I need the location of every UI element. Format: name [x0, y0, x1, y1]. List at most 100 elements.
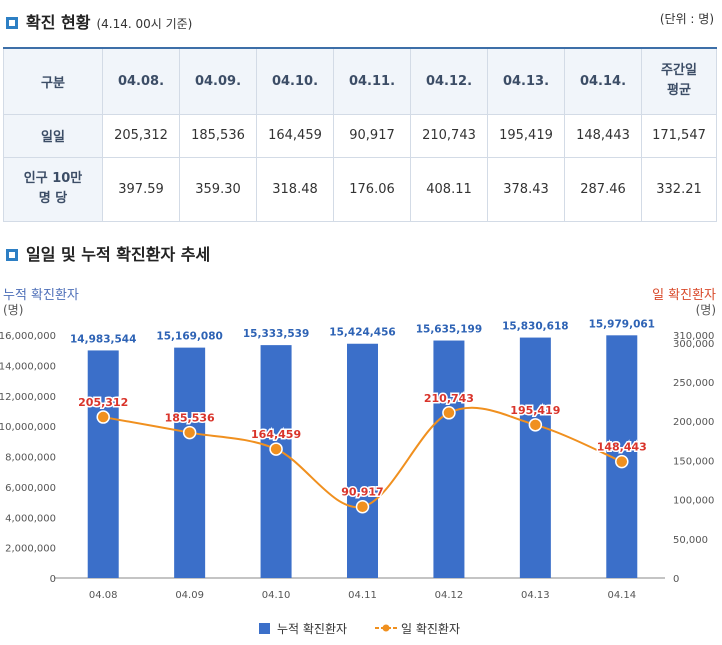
right-tick-label: 300,000 — [673, 339, 714, 350]
bar-cumulative — [260, 345, 292, 578]
left-tick-label: 8,000,000 — [5, 453, 56, 464]
bar-cumulative — [433, 340, 465, 578]
row-label: 일일 — [3, 113, 103, 158]
header-cell: 04.09. — [179, 47, 257, 115]
table-cell: 205,312 — [102, 113, 180, 158]
left-axis-title: 누적 확진환자 — [3, 288, 79, 303]
legend-label: 일 확진환자 — [401, 622, 460, 636]
square-bullet-icon — [6, 249, 18, 261]
left-axis-unit: (명) — [3, 303, 23, 317]
header-cell: 04.12. — [410, 47, 488, 115]
section-title: 일일 및 누적 확진환자 추세 — [26, 245, 211, 264]
stats-table: 구분 04.08. 04.09. 04.10. 04.11. 04.12. 04… — [3, 47, 717, 222]
table-cell: 210,743 — [410, 113, 488, 158]
bar-cumulative — [87, 350, 119, 578]
section-title: 확진 현황 — [26, 13, 91, 32]
header-cell: 04.11. — [333, 47, 411, 115]
table-row: 인구 10만 명 당 397.59 359.30 318.48 176.06 4… — [3, 156, 717, 222]
x-tick-label: 04.13 — [521, 590, 550, 601]
daily-value-label: 195,419 — [510, 404, 560, 417]
daily-value-label: 185,536 — [165, 412, 215, 425]
daily-point — [269, 442, 283, 456]
daily-point — [96, 410, 110, 424]
bar-cumulative — [519, 337, 551, 578]
header-cell: 04.10. — [256, 47, 334, 115]
right-tick-label: 50,000 — [673, 535, 708, 546]
bar-value-label: 15,424,456 — [329, 327, 395, 339]
daily-value-label: 90,917 — [341, 486, 383, 499]
legend-swatch-point — [382, 624, 390, 632]
left-tick-label: 4,000,000 — [5, 513, 56, 524]
left-tick-label: 6,000,000 — [5, 483, 56, 494]
right-tick-label: 250,000 — [673, 378, 714, 389]
table-cell: 176.06 — [333, 156, 411, 222]
table-cell: 408.11 — [410, 156, 488, 222]
right-axis-title: 일 확진환자 — [652, 288, 716, 303]
table-cell: 185,536 — [179, 113, 257, 158]
left-tick-label: 16,000,000 — [0, 331, 56, 342]
left-tick-label: 2,000,000 — [5, 544, 56, 555]
right-tick-label: 310,000 — [673, 331, 714, 342]
daily-point — [528, 418, 543, 432]
bar-value-label: 15,830,618 — [502, 321, 568, 333]
daily-value-label: 148,443 — [597, 441, 647, 454]
table-cell: 171,547 — [641, 113, 717, 158]
table-cell: 378.43 — [487, 156, 565, 222]
daily-value-label: 210,743 — [424, 392, 474, 405]
right-tick-label: 100,000 — [673, 496, 714, 507]
x-tick-label: 04.09 — [175, 590, 204, 601]
square-bullet-icon — [6, 17, 18, 29]
x-tick-label: 04.08 — [89, 590, 118, 601]
header-cell: 04.14. — [564, 47, 642, 115]
right-tick-label: 0 — [673, 574, 679, 585]
legend-swatch-bar — [259, 623, 270, 634]
row-label: 인구 10만 명 당 — [3, 156, 103, 222]
row-label-text: 인구 10만 명 당 — [23, 171, 83, 206]
bar-value-label: 15,979,061 — [589, 318, 655, 330]
table-cell: 164,459 — [256, 113, 334, 158]
section-header-status: 확진 현황 (4.14. 00시 기준) — [6, 9, 192, 33]
table-cell: 195,419 — [487, 113, 565, 158]
daily-point — [355, 499, 370, 514]
x-tick-label: 04.11 — [348, 590, 377, 601]
x-tick-label: 04.14 — [607, 590, 636, 601]
bar-value-label: 15,333,539 — [243, 328, 309, 340]
x-tick-label: 04.10 — [262, 590, 291, 601]
daily-value-label: 205,312 — [78, 396, 128, 409]
left-tick-label: 0 — [50, 574, 56, 585]
table-cell: 318.48 — [256, 156, 334, 222]
section-header-trend: 일일 및 누적 확진환자 추세 — [6, 241, 210, 265]
table-cell: 148,443 — [564, 113, 642, 158]
bar-value-label: 15,635,199 — [416, 324, 482, 336]
left-tick-label: 12,000,000 — [0, 392, 56, 403]
daily-point — [442, 406, 456, 420]
bar-value-label: 14,983,544 — [70, 333, 136, 345]
table-header-row: 구분 04.08. 04.09. 04.10. 04.11. 04.12. 04… — [3, 47, 717, 115]
table-cell: 287.46 — [564, 156, 642, 222]
header-cell: 주간일 평균 — [641, 47, 717, 115]
left-tick-label: 10,000,000 — [0, 422, 56, 433]
header-cell: 구분 — [3, 47, 103, 115]
table-cell: 397.59 — [102, 156, 180, 222]
legend-label: 누적 확진환자 — [277, 622, 347, 636]
table-cell: 332.21 — [641, 156, 717, 222]
table-row: 일일 205,312 185,536 164,459 90,917 210,74… — [3, 113, 717, 158]
header-cell: 04.08. — [102, 47, 180, 115]
combo-chart: 누적 확진환자(명)일 확진환자(명)02,000,0004,000,0006,… — [0, 288, 716, 636]
unit-label: (단위 : 명) — [659, 12, 714, 26]
daily-value-label: 164,459 — [251, 428, 301, 441]
right-tick-label: 150,000 — [673, 456, 714, 467]
header-cell-text: 주간일 평균 — [661, 63, 697, 99]
bar-cumulative — [174, 347, 206, 578]
right-axis-unit: (명) — [696, 303, 716, 317]
x-tick-label: 04.12 — [435, 590, 464, 601]
table-cell: 90,917 — [333, 113, 411, 158]
bar-value-label: 15,169,080 — [156, 331, 222, 343]
bar-cumulative — [347, 343, 378, 578]
left-tick-label: 14,000,000 — [0, 361, 56, 372]
daily-point — [615, 454, 629, 469]
header-cell: 04.13. — [487, 47, 565, 115]
table-cell: 359.30 — [179, 156, 257, 222]
section-subtitle: (4.14. 00시 기준) — [96, 17, 193, 31]
daily-point — [182, 425, 197, 440]
